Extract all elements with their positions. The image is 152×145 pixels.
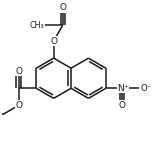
Text: O: O xyxy=(59,3,66,12)
Text: O: O xyxy=(15,67,22,76)
Text: N⁺: N⁺ xyxy=(117,84,129,93)
Text: CH₃: CH₃ xyxy=(29,21,44,30)
Text: O: O xyxy=(50,37,57,46)
Text: O: O xyxy=(15,101,22,110)
Text: O: O xyxy=(119,101,126,110)
Text: O⁻: O⁻ xyxy=(141,84,152,93)
